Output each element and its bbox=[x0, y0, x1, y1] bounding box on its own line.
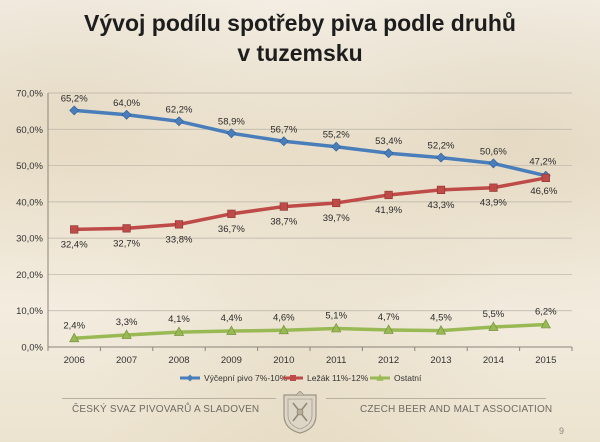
data-label: 46,6% bbox=[530, 186, 557, 197]
data-label: 62,2% bbox=[166, 104, 193, 115]
x-tick-label: 2015 bbox=[535, 355, 556, 366]
title-line-1: Vývoj podílu spotřeby piva podle druhů bbox=[84, 10, 516, 36]
x-tick-label: 2013 bbox=[430, 355, 451, 366]
data-point bbox=[279, 202, 288, 211]
footer-right-text: CZECH BEER AND MALT ASSOCIATION bbox=[360, 404, 553, 415]
data-label: 64,0% bbox=[113, 98, 140, 109]
legend-marker bbox=[290, 375, 296, 381]
data-label: 38,7% bbox=[270, 217, 297, 228]
x-tick-label: 2006 bbox=[64, 355, 85, 366]
data-point bbox=[488, 158, 499, 169]
data-point bbox=[489, 183, 498, 192]
data-label: 43,9% bbox=[480, 198, 507, 209]
association-seal-icon bbox=[283, 391, 317, 434]
data-label: 5,1% bbox=[325, 310, 347, 321]
data-label: 39,7% bbox=[323, 213, 350, 224]
series-line bbox=[74, 176, 547, 232]
legend-marker bbox=[376, 374, 384, 381]
x-tick-label: 2014 bbox=[483, 355, 504, 366]
slide-title: Vývoj podílu spotřeby piva podle druhů v… bbox=[0, 8, 600, 68]
data-point bbox=[121, 109, 132, 120]
series-line bbox=[74, 108, 547, 178]
x-tick-label: 2011 bbox=[326, 355, 346, 366]
data-label: 50,6% bbox=[480, 146, 507, 157]
series-line bbox=[74, 322, 546, 341]
data-point bbox=[70, 225, 79, 234]
data-label: 53,4% bbox=[375, 136, 402, 147]
y-tick-label: 30,0% bbox=[16, 234, 43, 245]
footer-divider-left bbox=[62, 398, 276, 399]
data-label: 55,2% bbox=[323, 130, 350, 141]
data-label: 32,7% bbox=[113, 238, 140, 249]
data-label: 4,4% bbox=[221, 313, 243, 324]
data-point bbox=[226, 128, 237, 139]
data-label: 58,9% bbox=[218, 116, 245, 127]
data-label: 41,9% bbox=[375, 205, 402, 216]
y-tick-label: 60,0% bbox=[16, 125, 43, 136]
data-point bbox=[174, 220, 184, 229]
data-label: 32,4% bbox=[61, 239, 88, 250]
data-point bbox=[278, 324, 289, 335]
data-point bbox=[332, 198, 341, 208]
data-label: 4,5% bbox=[430, 313, 452, 324]
title-line-2: v tuzemsku bbox=[237, 40, 363, 66]
data-point bbox=[436, 185, 446, 194]
data-point bbox=[331, 141, 342, 152]
data-label: 4,1% bbox=[168, 314, 190, 325]
footer-divider-right bbox=[326, 398, 546, 399]
data-point bbox=[122, 224, 131, 233]
x-tick-label: 2007 bbox=[116, 355, 137, 366]
data-label: 65,2% bbox=[61, 93, 88, 104]
y-tick-label: 50,0% bbox=[16, 161, 43, 172]
data-point bbox=[540, 318, 551, 329]
data-label: 56,7% bbox=[270, 124, 297, 135]
data-point bbox=[69, 105, 80, 116]
data-label: 52,2% bbox=[428, 141, 455, 152]
data-point bbox=[278, 136, 289, 147]
page-number: 9 bbox=[558, 426, 564, 436]
data-label: 5,5% bbox=[483, 309, 505, 320]
legend-marker bbox=[186, 374, 194, 382]
y-tick-label: 70,0% bbox=[16, 89, 43, 100]
data-point bbox=[436, 152, 446, 163]
data-label: 6,2% bbox=[535, 307, 557, 318]
data-label: 36,7% bbox=[218, 224, 245, 235]
data-label: 47,2% bbox=[529, 157, 556, 168]
data-label: 33,8% bbox=[166, 234, 193, 245]
data-point bbox=[227, 209, 236, 218]
legend-label: Výčepní pivo 7%-10% bbox=[204, 373, 288, 383]
data-label: 4,6% bbox=[273, 312, 295, 323]
data-label: 3,3% bbox=[116, 317, 138, 328]
data-point bbox=[121, 329, 132, 339]
data-point bbox=[384, 190, 393, 200]
footer-left-text: ČESKÝ SVAZ PIVOVARŮ A SLADOVEN bbox=[72, 404, 260, 415]
data-label: 2,4% bbox=[63, 320, 85, 331]
legend-label: Ležák 11%-12% bbox=[307, 373, 369, 383]
data-point bbox=[173, 326, 185, 336]
data-label: 43,3% bbox=[428, 200, 455, 211]
x-tick-label: 2008 bbox=[168, 355, 189, 366]
data-label: 4,7% bbox=[378, 312, 400, 323]
data-point bbox=[226, 325, 237, 335]
y-tick-label: 20,0% bbox=[16, 270, 43, 281]
data-point bbox=[488, 321, 499, 331]
data-point bbox=[174, 116, 184, 127]
data-point bbox=[541, 173, 550, 183]
data-point bbox=[383, 324, 394, 334]
x-tick-label: 2012 bbox=[378, 355, 399, 366]
y-tick-label: 10,0% bbox=[16, 306, 43, 317]
data-point bbox=[69, 332, 80, 343]
legend-label: Ostatní bbox=[394, 373, 422, 383]
data-point bbox=[383, 148, 394, 159]
data-point bbox=[331, 322, 342, 333]
data-point bbox=[435, 325, 447, 335]
y-tick-label: 0,0% bbox=[21, 343, 43, 354]
x-tick-label: 2009 bbox=[221, 355, 242, 366]
x-tick-label: 2010 bbox=[273, 355, 294, 366]
y-tick-label: 40,0% bbox=[16, 197, 43, 208]
